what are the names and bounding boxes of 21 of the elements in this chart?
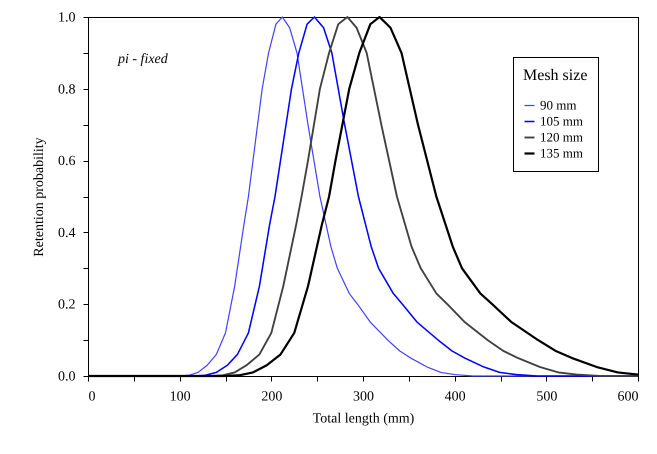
- legend-label: 135 mm: [540, 146, 583, 160]
- y-tick-label: 0.8: [58, 82, 76, 98]
- legend-label: 120 mm: [540, 130, 583, 144]
- y-axis-title: Retention probability: [32, 137, 47, 257]
- legend-title: Mesh size: [523, 67, 588, 84]
- legend-label: 105 mm: [540, 114, 583, 128]
- x-axis-title: Total length (mm): [312, 412, 415, 426]
- annotation: pi - fixed: [117, 52, 169, 67]
- y-tick-label: 1.0: [58, 10, 76, 26]
- x-tick-label: 0: [88, 390, 96, 404]
- x-tick-label: 600: [618, 390, 638, 404]
- x-tick-label: 400: [444, 390, 466, 404]
- y-tick-label: 0.6: [58, 154, 76, 170]
- x-tick-label: 500: [536, 390, 558, 404]
- x-tick-label: 100: [170, 390, 191, 404]
- x-tick-label: 200: [261, 390, 282, 404]
- x-tick-label: 300: [353, 390, 374, 404]
- y-tick-label: 0.4: [58, 226, 76, 241]
- y-tick-label: 0.0: [58, 370, 76, 384]
- y-tick-label: 0.2: [58, 298, 76, 313]
- legend-label: 90 mm: [540, 98, 576, 112]
